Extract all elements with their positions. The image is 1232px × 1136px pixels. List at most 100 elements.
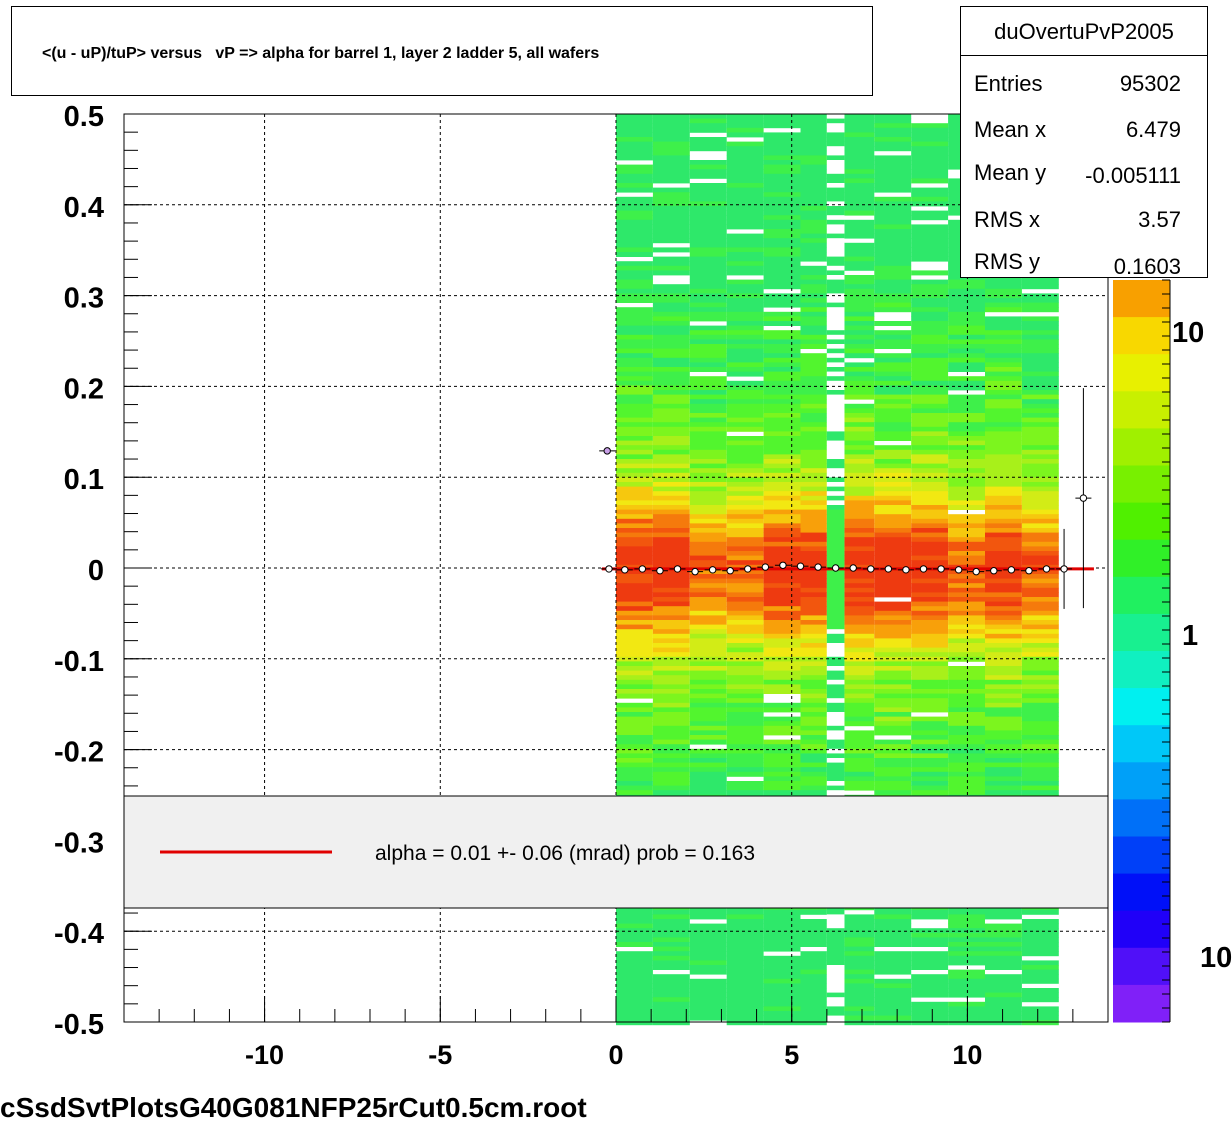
heatmap-cell: [874, 969, 912, 975]
heatmap-cell: [652, 790, 690, 796]
heatmap-cell: [763, 1006, 801, 1012]
heatmap-cell: [826, 426, 845, 432]
heatmap-cell: [800, 574, 827, 579]
heatmap-cell: [1021, 436, 1059, 441]
heatmap-cell: [800, 380, 827, 386]
heatmap-cell: [985, 1015, 1022, 1021]
heatmap-cell: [763, 730, 801, 736]
heatmap-cell: [800, 578, 827, 584]
heatmap-cell: [985, 357, 1022, 363]
heatmap-cell: [726, 988, 764, 993]
heatmap-cell: [726, 298, 764, 303]
heatmap-cell: [616, 164, 653, 170]
heatmap-cell: [985, 486, 1022, 492]
heatmap-cell: [826, 528, 845, 533]
heatmap-cell: [652, 978, 690, 984]
heatmap-cell: [826, 252, 845, 257]
heatmap-cell: [1021, 330, 1059, 336]
heatmap-cell: [800, 417, 827, 423]
heatmap-cell: [1021, 472, 1059, 478]
heatmap-cell: [689, 146, 727, 152]
heatmap-cell: [1021, 399, 1059, 405]
heatmap-cell: [652, 173, 690, 179]
heatmap-cell: [911, 560, 949, 566]
heatmap-cell: [763, 643, 801, 648]
heatmap-cell: [800, 229, 827, 234]
heatmap-cell: [616, 693, 653, 699]
heatmap-cell: [652, 155, 690, 161]
heatmap-cell: [844, 693, 875, 699]
heatmap-cell: [763, 334, 801, 340]
stats-box: duOvertuPvP2005 Entries 95302 Mean x 6.4…: [960, 6, 1208, 279]
heatmap-cell: [652, 330, 690, 336]
heatmap-cell: [763, 505, 801, 510]
heatmap-cell: [726, 509, 764, 515]
heatmap-cell: [844, 307, 875, 313]
heatmap-cell: [800, 302, 827, 308]
heatmap-cell: [763, 1015, 801, 1021]
heatmap-cell: [800, 698, 827, 704]
heatmap-cell: [948, 946, 985, 952]
heatmap-cell: [726, 454, 764, 460]
heatmap-cell: [948, 923, 985, 929]
heatmap-cell: [948, 302, 985, 308]
heatmap-cell: [844, 666, 875, 671]
heatmap-cell: [911, 647, 949, 653]
heatmap-cell: [763, 321, 801, 326]
heatmap-cell: [726, 942, 764, 947]
heatmap-cell: [763, 541, 801, 547]
heatmap-cell: [844, 698, 875, 704]
heatmap-cell: [652, 574, 690, 579]
heatmap-cell: [985, 385, 1022, 391]
heatmap-cell: [726, 357, 764, 363]
heatmap-cell: [652, 187, 690, 193]
heatmap-cell: [826, 560, 845, 566]
heatmap-cell: [948, 767, 985, 773]
heatmap-cell: [844, 367, 875, 372]
heatmap-cell: [616, 505, 653, 510]
heatmap-cell: [800, 514, 827, 520]
heatmap-cell: [763, 192, 801, 198]
heatmap-cell: [948, 583, 985, 589]
heatmap-cell: [689, 721, 727, 727]
heatmap-cell: [844, 196, 875, 202]
heatmap-cell: [985, 399, 1022, 405]
heatmap-cell: [763, 758, 801, 763]
heatmap-cell: [874, 275, 912, 280]
heatmap-cell: [948, 413, 985, 418]
heatmap-cell: [1021, 656, 1059, 662]
profile-point: [831, 564, 840, 572]
heatmap-cell: [826, 399, 845, 405]
heatmap-cell: [985, 670, 1022, 676]
heatmap-cell: [826, 592, 845, 598]
heatmap-cell: [689, 127, 727, 133]
heatmap-cell: [911, 486, 949, 492]
heatmap-cell: [874, 330, 912, 336]
heatmap-cell: [844, 127, 875, 133]
heatmap-cell: [826, 546, 845, 552]
heatmap-cell: [616, 629, 653, 635]
heatmap-cell: [874, 932, 912, 938]
heatmap-cell: [1021, 564, 1059, 570]
heatmap-cell: [652, 629, 690, 635]
heatmap-cell: [689, 431, 727, 437]
heatmap-cell: [1021, 408, 1059, 414]
heatmap-cell: [874, 224, 912, 230]
heatmap-cell: [652, 748, 690, 754]
heatmap-cell: [652, 537, 690, 543]
heatmap-cell: [616, 951, 653, 957]
heatmap-cell: [844, 771, 875, 777]
heatmap-cell: [689, 491, 727, 497]
heatmap-cell: [1021, 643, 1059, 648]
heatmap-cell: [763, 247, 801, 253]
heatmap-cell: [616, 463, 653, 469]
y-tick-label: -0.2: [54, 737, 104, 769]
heatmap-cell: [616, 574, 653, 579]
heatmap-cell: [763, 173, 801, 179]
heatmap-cell: [826, 675, 845, 681]
heatmap-cell: [726, 978, 764, 984]
heatmap-cell: [689, 992, 727, 998]
heatmap-cell: [844, 923, 875, 929]
heatmap-cell: [948, 463, 985, 469]
heatmap-cell: [763, 394, 801, 400]
